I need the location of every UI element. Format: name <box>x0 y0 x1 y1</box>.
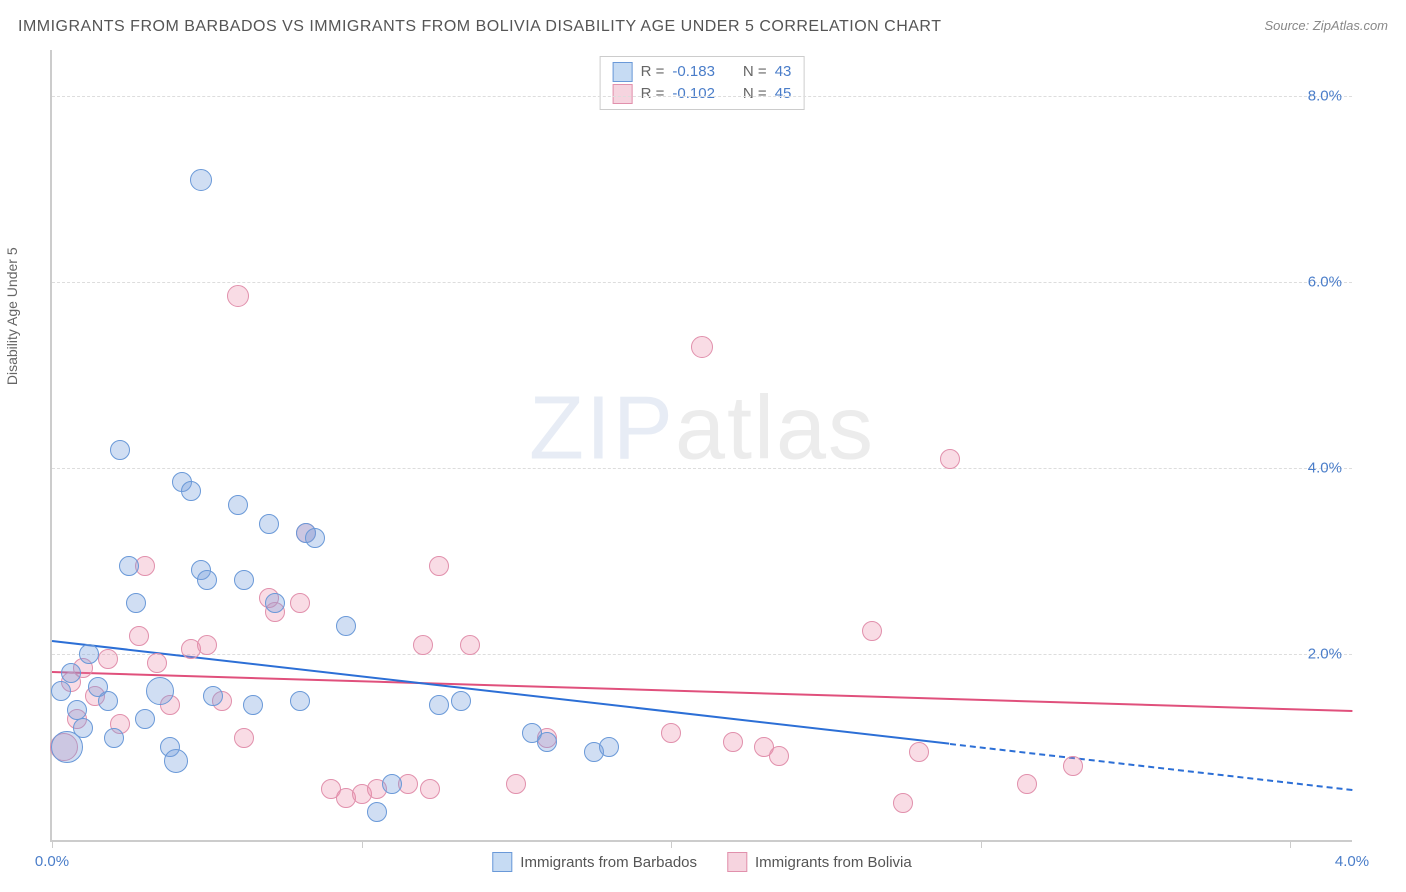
data-point <box>862 621 882 641</box>
data-point <box>367 802 387 822</box>
n-label-b: N = <box>743 83 767 105</box>
data-point <box>290 691 310 711</box>
trend-line <box>949 743 1352 791</box>
data-point <box>909 742 929 762</box>
data-point <box>429 556 449 576</box>
data-point <box>234 570 254 590</box>
data-point <box>129 626 149 646</box>
chart-title: IMMIGRANTS FROM BARBADOS VS IMMIGRANTS F… <box>18 18 941 36</box>
data-point <box>537 732 557 752</box>
series-legend: Immigrants from Barbados Immigrants from… <box>492 852 911 872</box>
x-tick-mark <box>671 840 672 848</box>
data-point <box>67 700 87 720</box>
data-point <box>661 723 681 743</box>
n-value-a: 43 <box>775 61 792 83</box>
data-point <box>135 709 155 729</box>
data-point <box>413 635 433 655</box>
gridline-h <box>52 468 1352 469</box>
legend-label-b: Immigrants from Bolivia <box>755 854 912 871</box>
data-point <box>203 686 223 706</box>
data-point <box>382 774 402 794</box>
data-point <box>197 635 217 655</box>
stats-legend: R = -0.183 N = 43 R = -0.102 N = 45 <box>600 56 805 110</box>
data-point <box>429 695 449 715</box>
data-point <box>290 593 310 613</box>
data-point <box>98 691 118 711</box>
r-label-a: R = <box>641 61 665 83</box>
swatch-a-icon <box>613 62 633 82</box>
data-point <box>164 749 188 773</box>
r-value-b: -0.102 <box>672 83 715 105</box>
data-point <box>1017 774 1037 794</box>
data-point <box>599 737 619 757</box>
data-point <box>119 556 139 576</box>
n-label-a: N = <box>743 61 767 83</box>
data-point <box>197 570 217 590</box>
x-tick-mark <box>981 840 982 848</box>
data-point <box>228 495 248 515</box>
data-point <box>98 649 118 669</box>
data-point <box>181 481 201 501</box>
data-point <box>691 336 713 358</box>
y-axis-label: Disability Age Under 5 <box>4 247 20 385</box>
data-point <box>243 695 263 715</box>
data-point <box>460 635 480 655</box>
x-tick-min: 0.0% <box>35 853 69 870</box>
data-point <box>61 663 81 683</box>
data-point <box>147 653 167 673</box>
data-point <box>110 440 130 460</box>
data-point <box>126 593 146 613</box>
data-point <box>234 728 254 748</box>
legend-item-b: Immigrants from Bolivia <box>727 852 912 872</box>
stats-row-a: R = -0.183 N = 43 <box>613 61 792 83</box>
gridline-h <box>52 96 1352 97</box>
data-point <box>79 644 99 664</box>
data-point <box>259 514 279 534</box>
legend-item-a: Immigrants from Barbados <box>492 852 697 872</box>
data-point <box>1063 756 1083 776</box>
data-point <box>265 593 285 613</box>
data-point <box>104 728 124 748</box>
data-point <box>506 774 526 794</box>
data-point <box>305 528 325 548</box>
data-point <box>51 681 71 701</box>
y-tick-label: 4.0% <box>1308 460 1342 477</box>
n-value-b: 45 <box>775 83 792 105</box>
stats-row-b: R = -0.102 N = 45 <box>613 83 792 105</box>
x-tick-max: 4.0% <box>1335 853 1369 870</box>
watermark-text-b: atlas <box>675 379 875 479</box>
gridline-h <box>52 282 1352 283</box>
data-point <box>227 285 249 307</box>
data-point <box>420 779 440 799</box>
data-point <box>190 169 212 191</box>
r-value-a: -0.183 <box>672 61 715 83</box>
scatter-chart: ZIPatlas R = -0.183 N = 43 R = -0.102 N … <box>50 50 1352 842</box>
data-point <box>336 616 356 636</box>
data-point <box>769 746 789 766</box>
r-label-b: R = <box>641 83 665 105</box>
data-point <box>146 677 174 705</box>
data-point <box>940 449 960 469</box>
source-label: Source: ZipAtlas.com <box>1264 18 1388 33</box>
y-tick-label: 8.0% <box>1308 88 1342 105</box>
data-point <box>893 793 913 813</box>
data-point <box>723 732 743 752</box>
watermark: ZIPatlas <box>529 378 875 481</box>
x-tick-mark <box>52 840 53 848</box>
swatch-a-icon <box>492 852 512 872</box>
x-tick-mark <box>1290 840 1291 848</box>
data-point <box>451 691 471 711</box>
watermark-text-a: ZIP <box>529 379 675 479</box>
gridline-h <box>52 654 1352 655</box>
swatch-b-icon <box>727 852 747 872</box>
swatch-b-icon <box>613 84 633 104</box>
y-tick-label: 2.0% <box>1308 646 1342 663</box>
x-tick-mark <box>362 840 363 848</box>
legend-label-a: Immigrants from Barbados <box>520 854 697 871</box>
y-tick-label: 6.0% <box>1308 274 1342 291</box>
data-point <box>73 718 93 738</box>
